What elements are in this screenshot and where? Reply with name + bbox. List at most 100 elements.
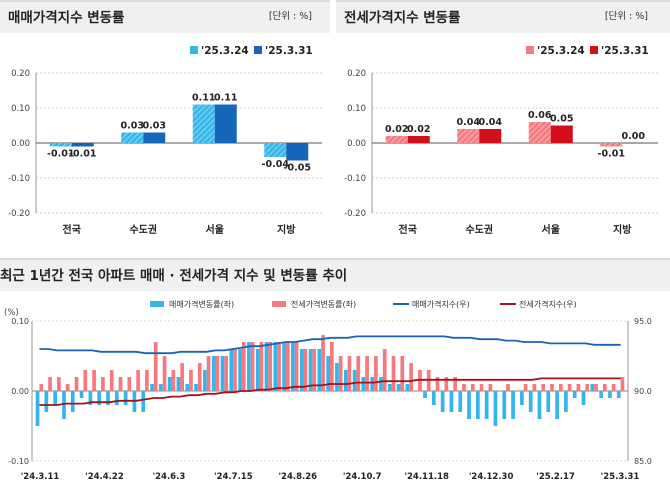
jeonse-change-bar	[541, 384, 546, 391]
data-label: 0.04	[457, 117, 481, 128]
jeonse-change-bar	[57, 377, 61, 391]
sale-change-bar	[449, 391, 454, 412]
bar	[622, 143, 645, 144]
jeonse-change-bar	[532, 384, 537, 391]
x-tick-label: '24.10.7	[343, 472, 382, 482]
jeonse-change-bar	[224, 356, 229, 391]
data-label: 0.00	[622, 131, 646, 142]
sale-change-bar	[44, 391, 49, 412]
sale-change-bar	[387, 384, 392, 391]
jeonse-change-bar	[558, 384, 563, 391]
jeonse-change-bar	[197, 363, 202, 391]
sale-change-bar	[158, 384, 163, 391]
bar	[407, 136, 430, 143]
jeonse-change-bar	[514, 391, 519, 392]
jeonse-change-bar	[611, 384, 616, 391]
data-label: -0.01	[69, 149, 96, 160]
jeonse-index-line	[39, 377, 621, 406]
category-label: 지방	[613, 223, 632, 236]
sale-change-bar	[264, 342, 269, 391]
legend-swatch	[272, 301, 286, 307]
sale-change-bar	[194, 384, 198, 391]
sale-change-bar	[70, 391, 75, 412]
data-label: -0.04	[262, 159, 290, 170]
jeonse-change-bar	[338, 356, 343, 391]
jeonse-change-bar	[391, 356, 396, 391]
sale-change-bar	[423, 391, 427, 398]
sale-change-chart: 0.20 0.10 0.00 -0.10 -0.20 '25.3.24 '25.3.31 전국…	[8, 45, 322, 236]
sale-change-bar	[616, 391, 621, 398]
jeonse-change-bar	[462, 384, 466, 391]
sale-index-line	[39, 335, 621, 355]
jeonse-change-bar	[330, 342, 334, 391]
x-tick-label: '25.3.31	[601, 472, 640, 482]
sale-change-bar	[247, 342, 251, 391]
jeonse-legend-swatch	[526, 46, 534, 54]
sale-change-bar	[405, 384, 410, 391]
bar	[264, 143, 287, 157]
sale-change-bar	[123, 391, 128, 405]
sale-change-bar	[53, 391, 58, 405]
jeonse-change-bar	[435, 377, 440, 391]
data-label: 0.05	[550, 114, 573, 125]
x-tick-label: '24.12.30	[469, 472, 514, 482]
bar	[286, 143, 309, 161]
sale-change-bar	[203, 370, 207, 391]
jeonse-change-bar	[347, 356, 352, 391]
bar	[528, 122, 551, 143]
jeonse-change-bar	[162, 356, 167, 391]
jeonse-change-bar	[277, 342, 281, 391]
sale-change-bar	[370, 377, 375, 391]
bar	[192, 104, 215, 143]
jeonse-change-bar	[189, 370, 193, 391]
y-left-tick-label: -0.10	[8, 457, 29, 466]
x-tick-label: '24.8.26	[278, 472, 317, 482]
jeonse-change-bar	[127, 377, 132, 391]
jeonse-change-bar	[259, 342, 264, 391]
sale-change-bar	[185, 384, 190, 391]
sale-change-bar	[396, 384, 401, 391]
bar	[600, 143, 623, 147]
jeonse-legend-swatch	[590, 46, 598, 54]
x-tick-label: '24.6.3	[153, 472, 186, 482]
jeonse-change-bar	[444, 377, 449, 391]
jeonse-change-title: 전세가격지수 변동률	[336, 0, 670, 33]
sale-change-panel: 매매가격지수 변동률 [단위 : %] 0.20 0.10 0.00 -0.10 -0.…	[0, 0, 330, 250]
sale-change-bar	[493, 391, 498, 426]
jeonse-change-bar	[83, 370, 88, 391]
trend-panel: 최근 1년간 전국 아파트 매매 · 전세가격 지수 및 변동률 추이 (%) 0…	[0, 258, 670, 484]
data-label: 0.03	[143, 121, 166, 132]
bar	[385, 136, 408, 143]
jeonse-change-bar	[136, 370, 140, 391]
category-label: 수도권	[129, 224, 157, 236]
jeonse-change-bar	[585, 384, 590, 391]
jeonse-change-bar	[285, 342, 290, 391]
jeonse-change-bar	[470, 384, 475, 391]
data-label: 0.04	[479, 117, 503, 128]
category-label: 서울	[206, 223, 224, 236]
y-tick-label: 0.00	[347, 139, 366, 149]
y-tick-label: 0.10	[347, 104, 366, 114]
data-label: 0.06	[528, 110, 552, 121]
sale-change-bar	[282, 342, 286, 391]
category-label: 수도권	[465, 224, 493, 236]
y-right-tick-label: 85.0	[634, 457, 652, 466]
sale-change-bar	[220, 356, 225, 391]
category-label: 전국	[63, 223, 81, 236]
jeonse-change-bar	[382, 349, 387, 391]
sale-change-bar	[590, 384, 595, 391]
sale-change-bar	[502, 391, 507, 419]
category-label: 지방	[277, 223, 296, 236]
jeonse-change-bar	[92, 370, 96, 391]
sale-change-bar	[238, 349, 242, 391]
jeonse-change-bar	[523, 384, 528, 391]
y-tick-label: 0.20	[347, 69, 366, 79]
y-right-tick-label: 95.0	[634, 317, 652, 326]
sale-change-bar	[467, 391, 471, 419]
jeonse-change-bar	[567, 384, 572, 391]
sale-change-bar	[608, 391, 612, 398]
jeonse-change-bar	[400, 356, 405, 391]
jeonse-change-bar	[294, 342, 299, 391]
data-label: 0.11	[192, 93, 215, 104]
jeonse-change-bar	[109, 370, 114, 391]
